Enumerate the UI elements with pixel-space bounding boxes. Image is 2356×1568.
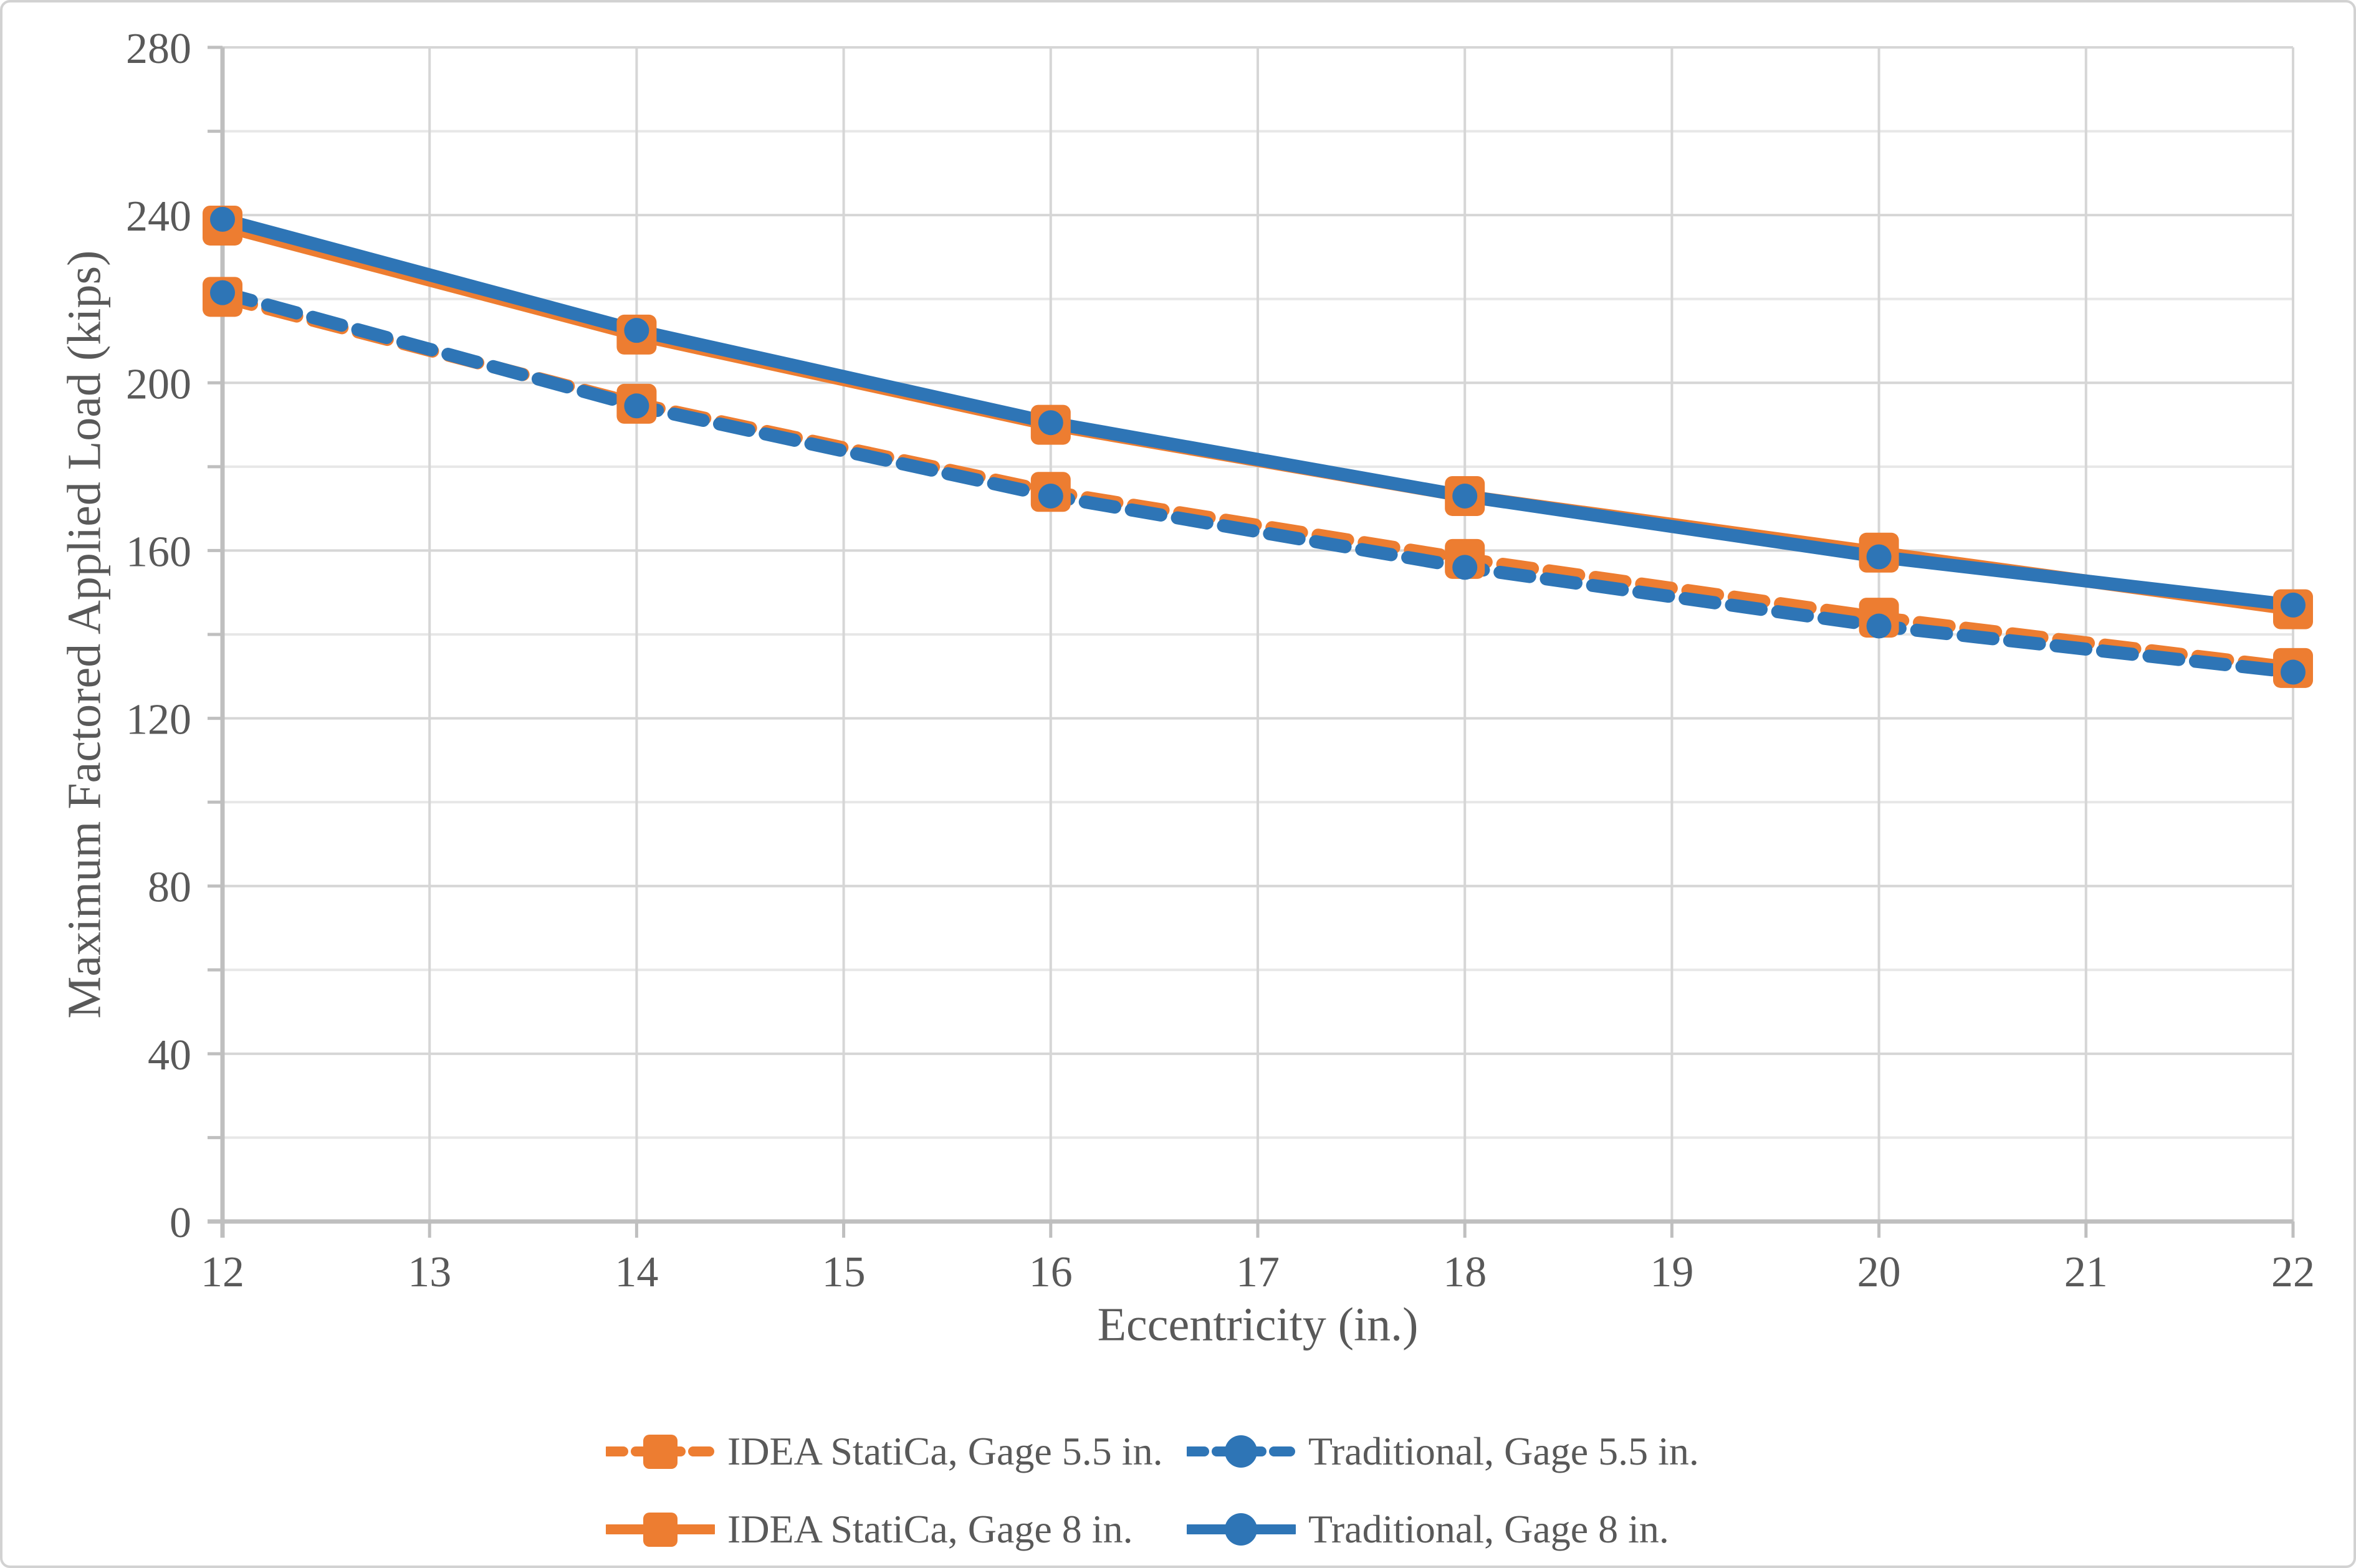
- series-line-3: [216, 213, 2300, 612]
- x-axis-title: Eccentricity (in.): [1097, 1298, 1419, 1351]
- y-tick-label: 0: [170, 1199, 191, 1247]
- x-tick-label: 17: [1236, 1248, 1280, 1296]
- y-tick-label: 80: [148, 864, 191, 912]
- circle-marker: [2281, 592, 2306, 618]
- x-tick-label: 15: [822, 1248, 866, 1296]
- circle-marker: [2281, 659, 2306, 685]
- circle-marker: [210, 280, 235, 305]
- y-axis-title: Maximum Factored Applied Load (kips): [58, 250, 111, 1019]
- y-tick-label: 240: [126, 193, 191, 241]
- x-tick-label: 12: [201, 1248, 244, 1296]
- y-tick-label: 280: [126, 25, 191, 73]
- x-tick-label: 20: [1857, 1248, 1901, 1296]
- x-tick-label: 16: [1029, 1248, 1073, 1296]
- circle-marker: [1038, 410, 1063, 436]
- series-line-1: [216, 286, 2300, 679]
- circle-marker: [1452, 483, 1478, 509]
- y-tick-label: 200: [126, 360, 191, 408]
- circle-marker: [1452, 555, 1478, 580]
- circle-marker: [624, 318, 649, 343]
- x-tick-label: 22: [2271, 1248, 2315, 1296]
- circle-marker: [624, 393, 649, 419]
- y-tick-label: 40: [148, 1031, 191, 1079]
- y-tick-label: 120: [126, 696, 191, 744]
- circle-marker: [1038, 483, 1063, 509]
- x-tick-label: 13: [408, 1248, 451, 1296]
- x-tick-label: 19: [1650, 1248, 1693, 1296]
- circle-marker: [1866, 544, 1892, 570]
- x-tick-label: 14: [615, 1248, 658, 1296]
- circle-marker: [210, 206, 235, 232]
- circle-marker: [1866, 613, 1892, 639]
- x-tick-label: 21: [2064, 1248, 2108, 1296]
- y-tick-label: 160: [126, 528, 191, 576]
- x-tick-label: 18: [1443, 1248, 1487, 1296]
